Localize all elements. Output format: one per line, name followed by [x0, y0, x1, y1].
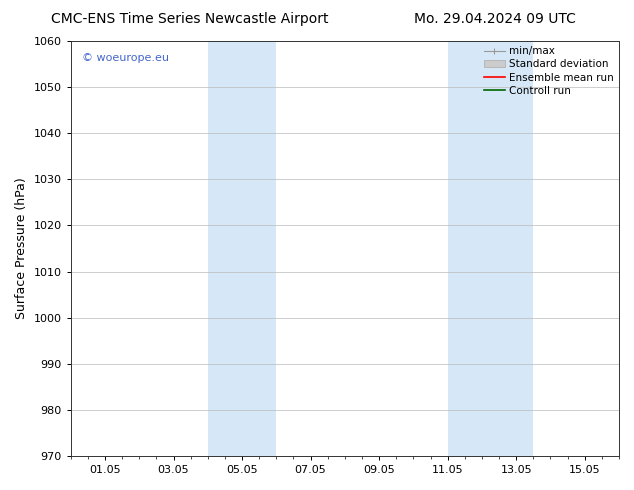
Text: Mo. 29.04.2024 09 UTC: Mo. 29.04.2024 09 UTC — [413, 12, 576, 26]
Text: © woeurope.eu: © woeurope.eu — [82, 53, 169, 64]
Bar — [448, 41, 533, 456]
Legend: min/max, Standard deviation, Ensemble mean run, Controll run: min/max, Standard deviation, Ensemble me… — [481, 43, 617, 99]
Bar — [208, 41, 276, 456]
Text: CMC-ENS Time Series Newcastle Airport: CMC-ENS Time Series Newcastle Airport — [51, 12, 329, 26]
Y-axis label: Surface Pressure (hPa): Surface Pressure (hPa) — [15, 178, 28, 319]
